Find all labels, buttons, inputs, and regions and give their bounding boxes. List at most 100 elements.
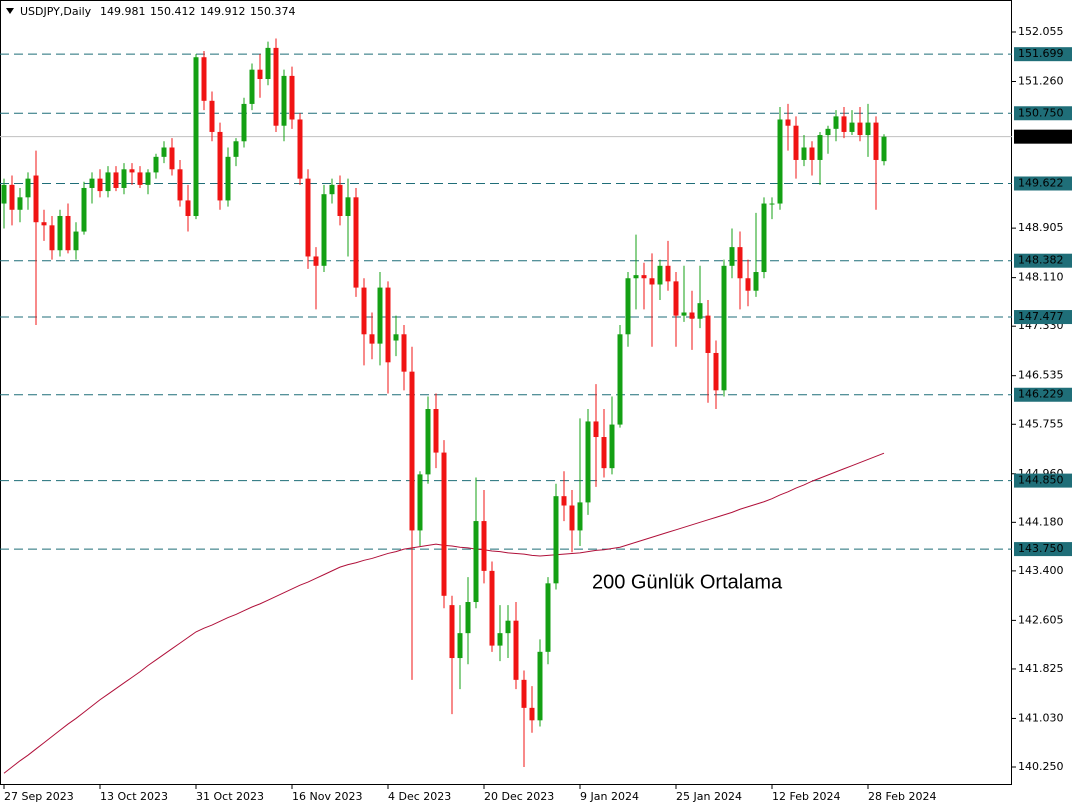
candle-body (657, 265, 663, 285)
candle-body (313, 256, 319, 266)
candle-body (481, 521, 487, 571)
y-tick-label: 151.260 (1018, 75, 1064, 88)
level-label-box (1014, 47, 1072, 62)
y-tick-label: 148.110 (1018, 271, 1064, 284)
candle-body (865, 122, 871, 136)
candle-body (505, 620, 511, 634)
y-tick-label: 143.400 (1018, 564, 1064, 577)
level-label: 150.750 (1018, 106, 1064, 119)
x-tick-label: 28 Feb 2024 (868, 790, 936, 803)
level-label-box (1014, 106, 1072, 121)
candle-body (249, 69, 255, 104)
level-label: 143.750 (1018, 542, 1064, 555)
y-tick-label: 142.605 (1018, 613, 1064, 626)
candle-body (761, 203, 767, 273)
x-tick-label: 25 Jan 2024 (676, 790, 742, 803)
y-tick-label: 140.250 (1018, 760, 1064, 773)
header-high: 150.412 (150, 5, 196, 18)
candle-body (497, 633, 503, 646)
current-price-label: 150.374 (1018, 130, 1064, 143)
candle-body (393, 334, 399, 341)
candle-body (689, 312, 695, 319)
y-tick-label: 148.905 (1018, 221, 1064, 234)
candle-body (321, 194, 327, 266)
candle-body (1, 184, 7, 204)
candle-body (793, 125, 799, 160)
level-label: 149.622 (1018, 176, 1064, 189)
x-tick-label: 4 Dec 2023 (388, 790, 451, 803)
candle-body (577, 502, 583, 531)
candle-body (273, 47, 279, 126)
level-label-box (1014, 387, 1072, 402)
candle-body (209, 100, 215, 132)
candle-body (633, 275, 639, 279)
candle-body (713, 352, 719, 391)
candle-body (41, 222, 47, 226)
candle-body (409, 371, 415, 531)
candle-body (369, 334, 375, 344)
candle-body (697, 303, 703, 319)
candle-body (641, 275, 647, 279)
y-tick-label: 141.825 (1018, 662, 1064, 675)
candle-body (25, 178, 31, 198)
candle-body (257, 69, 263, 80)
candle-body (305, 178, 311, 257)
candle-body (457, 633, 463, 659)
x-tick-label: 16 Nov 2023 (292, 790, 362, 803)
level-label-box (1014, 176, 1072, 191)
candle-body (425, 409, 431, 475)
level-label-box (1014, 473, 1072, 488)
candle-body (49, 225, 55, 251)
level-label: 148.382 (1018, 254, 1064, 267)
candle-body (65, 215, 71, 251)
candle-body (817, 135, 823, 160)
candle-body (153, 156, 159, 173)
candle-body (769, 203, 775, 205)
candle-body (801, 147, 807, 160)
candle-body (737, 247, 743, 279)
candle-body (825, 128, 831, 136)
candle-body (57, 215, 63, 251)
candle-body (329, 184, 335, 195)
candle-body (569, 505, 575, 531)
candle-body (545, 583, 551, 652)
candle-body (201, 57, 207, 101)
candle-body (353, 197, 359, 288)
candle-body (537, 651, 543, 721)
candle-body (681, 312, 687, 316)
candle-body (297, 119, 303, 179)
candle-body (161, 147, 167, 157)
y-tick-label: 152.055 (1018, 25, 1064, 38)
candle-body (73, 231, 79, 251)
annotation: 200 Günlük Ortalama (592, 571, 783, 593)
candle-body (81, 187, 87, 232)
y-tick-label: 144.180 (1018, 515, 1064, 528)
candle-body (617, 334, 623, 425)
header-symbol: USDJPY,Daily (20, 5, 92, 18)
candle-body (137, 172, 143, 185)
candle-body (625, 278, 631, 335)
header-arrow (6, 8, 14, 14)
candle-body (585, 421, 591, 503)
level-label-box (1014, 253, 1072, 268)
candle-body (857, 122, 863, 136)
candle-body (233, 141, 239, 157)
candle-body (785, 119, 791, 126)
x-tick-label: 31 Oct 2023 (196, 790, 264, 803)
y-tick-label: 145.755 (1018, 417, 1064, 430)
candle-body (145, 172, 151, 185)
candle-body (601, 437, 607, 469)
candle-body (361, 287, 367, 335)
candle-body (561, 496, 567, 506)
x-tick-label: 20 Dec 2023 (484, 790, 554, 803)
candle-body (177, 169, 183, 201)
header-low: 149.912 (200, 5, 246, 18)
x-tick-label: 12 Feb 2024 (772, 790, 840, 803)
candle-body (705, 315, 711, 353)
candle-body (185, 200, 191, 216)
header-open: 149.981 (100, 5, 146, 18)
candle-body (513, 620, 519, 680)
candle-body (833, 116, 839, 129)
candle-body (281, 75, 287, 126)
